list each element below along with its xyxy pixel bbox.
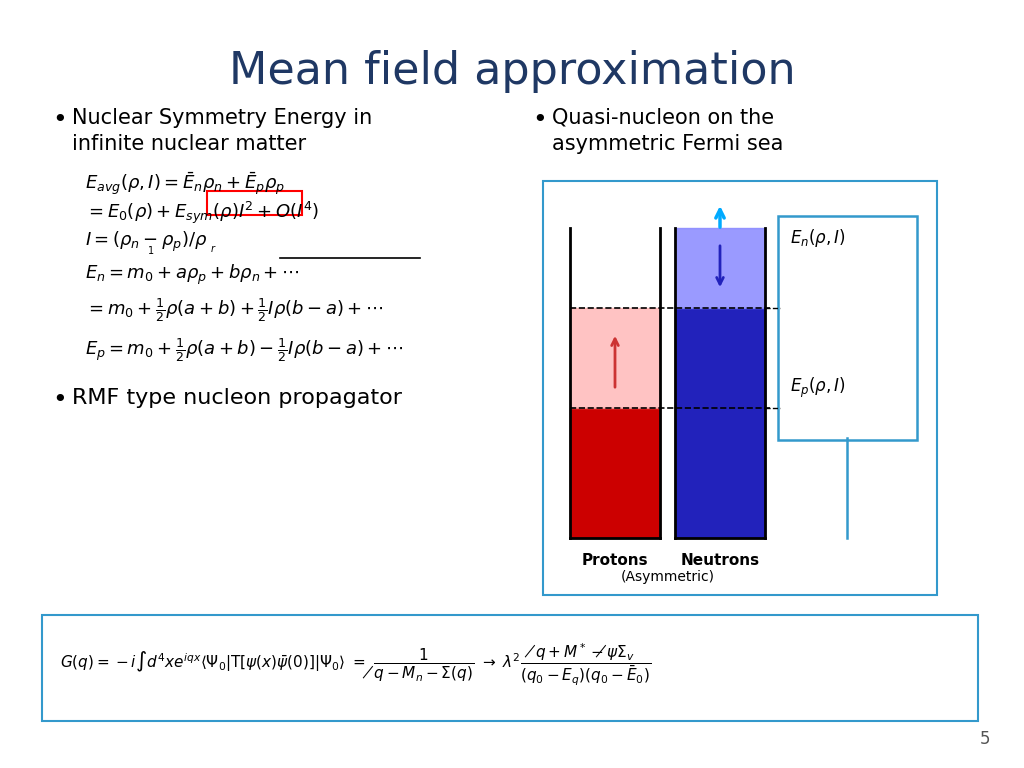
Text: Neutrons: Neutrons	[680, 553, 760, 568]
Text: $E_{avg}(\rho, I) = \bar{E}_n\rho_n + \bar{E}_p\rho_p$: $E_{avg}(\rho, I) = \bar{E}_n\rho_n + \b…	[85, 170, 285, 197]
Text: 5: 5	[980, 730, 990, 748]
Text: •: •	[52, 108, 67, 132]
Text: •: •	[532, 108, 547, 132]
Bar	[570, 408, 660, 538]
Bar	[675, 228, 765, 308]
Bar	[570, 308, 660, 408]
Text: $= m_0 + \frac{1}{2}\rho(a+b) + \frac{1}{2}I\rho(b-a) + \cdots$: $= m_0 + \frac{1}{2}\rho(a+b) + \frac{1}…	[85, 296, 383, 324]
Text: (Asymmetric): (Asymmetric)	[621, 570, 715, 584]
Text: •: •	[52, 388, 67, 412]
Text: $r$: $r$	[210, 243, 216, 254]
Text: $E_p = m_0 + \frac{1}{2}\rho(a+b) - \frac{1}{2}I\rho(b-a) + \cdots$: $E_p = m_0 + \frac{1}{2}\rho(a+b) - \fra…	[85, 336, 403, 364]
FancyBboxPatch shape	[42, 615, 978, 721]
Text: Mean field approximation: Mean field approximation	[228, 50, 796, 93]
Text: $E_n(\rho, I)$: $E_n(\rho, I)$	[790, 227, 846, 249]
Text: $E_n = m_0 + a\rho_p + b\rho_n + \cdots$: $E_n = m_0 + a\rho_p + b\rho_n + \cdots$	[85, 263, 300, 287]
Text: Quasi-nucleon on the
asymmetric Fermi sea: Quasi-nucleon on the asymmetric Fermi se…	[552, 108, 783, 154]
Text: Nuclear Symmetry Energy in
infinite nuclear matter: Nuclear Symmetry Energy in infinite nucl…	[72, 108, 373, 154]
Text: $E_p(\rho, I)$: $E_p(\rho, I)$	[790, 376, 846, 400]
Text: $1$: $1$	[147, 244, 155, 256]
Text: RMF type nucleon propagator: RMF type nucleon propagator	[72, 388, 402, 408]
Text: $= E_0(\rho) + E_{sym}(\rho)I^2 + O(I^4)$: $= E_0(\rho) + E_{sym}(\rho)I^2 + O(I^4)…	[85, 200, 319, 227]
Bar	[675, 308, 765, 538]
Text: $I = (\rho_n - \rho_p)/\rho$: $I = (\rho_n - \rho_p)/\rho$	[85, 230, 208, 254]
Text: Protons: Protons	[582, 553, 648, 568]
FancyBboxPatch shape	[778, 216, 918, 440]
Text: $G(q) = -i \int d^4x e^{iqx} \langle\Psi_0|\mathrm{T}[\psi(x)\bar{\psi}(0)]|\Psi: $G(q) = -i \int d^4x e^{iqx} \langle\Psi…	[60, 642, 651, 688]
